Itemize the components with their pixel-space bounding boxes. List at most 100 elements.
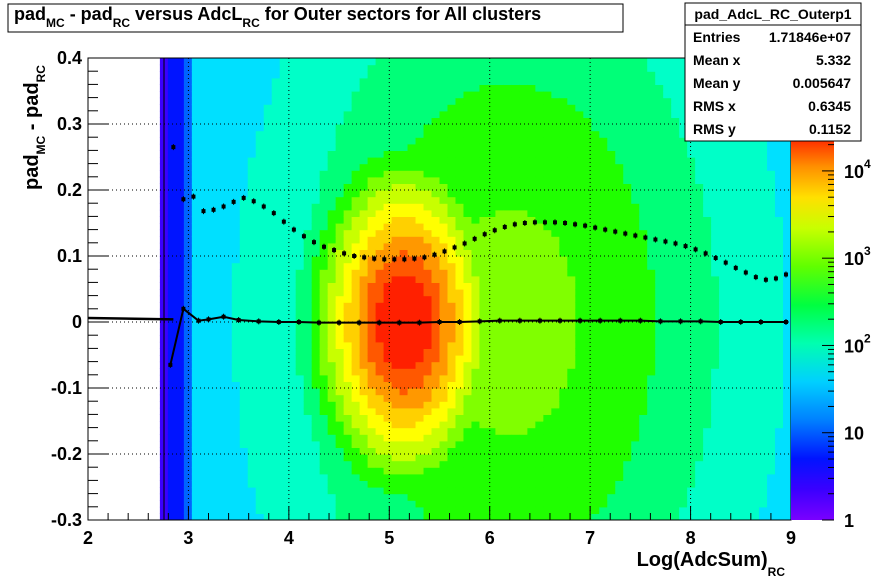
heat-cell (399, 58, 409, 66)
heat-cell (455, 434, 465, 442)
heat-cell (471, 216, 481, 224)
heat-cell (343, 487, 353, 495)
heat-cell (663, 460, 672, 468)
heat-cell (415, 117, 425, 125)
heat-cell (487, 170, 497, 178)
heat-cell (343, 269, 353, 277)
heat-cell (287, 328, 297, 336)
heat-cell (327, 361, 337, 369)
heat-cell (599, 289, 608, 297)
heat-cell (319, 487, 329, 495)
heat-cell (279, 341, 289, 349)
heat-cell (255, 421, 265, 429)
heat-cell (271, 289, 281, 297)
heat-cell (703, 388, 712, 396)
heat-cell (623, 64, 632, 72)
heat-cell (471, 77, 481, 85)
heat-cell (591, 190, 600, 198)
heat-cell (471, 355, 481, 363)
heat-cell (271, 388, 281, 396)
heat-cell (231, 447, 241, 455)
heat-cell (639, 157, 648, 165)
heat-cell (231, 130, 241, 138)
heat-cell (399, 368, 409, 376)
heat-cell (447, 487, 457, 495)
heat-cell (399, 361, 409, 369)
heat-cell (519, 460, 528, 468)
heat-cell (615, 104, 624, 112)
heat-cell (303, 328, 313, 336)
heat-cell (247, 341, 257, 349)
heat-cell (215, 110, 225, 118)
heat-cell (191, 216, 201, 224)
heat-cell (527, 229, 536, 237)
heat-cell (503, 269, 512, 277)
heat-cell (695, 467, 704, 475)
heat-cell (247, 394, 257, 402)
heat-cell (631, 124, 640, 132)
heat-cell (439, 401, 449, 409)
heat-cell (479, 130, 489, 138)
heat-cell (663, 506, 672, 514)
heat-cell (671, 269, 680, 277)
heat-cell (551, 315, 560, 323)
heat-cell (311, 64, 321, 72)
heat-cell (503, 110, 512, 118)
heat-cell (695, 361, 704, 369)
heat-cell (191, 242, 201, 250)
heat-cell (511, 506, 520, 514)
heat-cell (727, 388, 736, 396)
heat-cell (359, 500, 369, 508)
heat-cell (295, 157, 305, 165)
heat-cell (655, 256, 664, 264)
heat-cell (487, 355, 497, 363)
heat-cell (447, 256, 457, 264)
heat-cell (247, 335, 257, 343)
heat-cell (447, 176, 457, 184)
heat-cell (519, 335, 528, 343)
heat-cell (711, 242, 720, 250)
heat-cell (263, 467, 273, 475)
heat-cell (551, 374, 560, 382)
heat-cell (391, 84, 401, 92)
heat-cell (207, 275, 217, 283)
heat-cell (583, 282, 592, 290)
heat-cell (199, 447, 209, 455)
heat-cell (367, 124, 377, 132)
heat-cell (447, 513, 457, 520)
heat-cell (359, 117, 369, 125)
heat-cell (439, 170, 449, 178)
heat-cell (631, 315, 640, 323)
heat-cell (223, 71, 233, 79)
heat-cell (423, 381, 433, 389)
heat-cell (711, 302, 720, 310)
heat-cell (615, 91, 624, 99)
heat-cell (503, 401, 512, 409)
heat-cell (447, 315, 457, 323)
heat-cell (583, 242, 592, 250)
heat-cell (607, 71, 616, 79)
heat-cell (487, 434, 497, 442)
heat-cell (271, 163, 281, 171)
heat-cell (207, 229, 217, 237)
heat-cell (463, 295, 473, 303)
heat-cell (495, 341, 505, 349)
heat-cell (327, 315, 337, 323)
heat-cell (471, 447, 481, 455)
heat-cell (471, 124, 481, 132)
heat-cell (183, 440, 193, 448)
heat-cell (727, 440, 736, 448)
heat-cell (263, 137, 273, 145)
heat-cell (447, 394, 457, 402)
heat-cell (695, 440, 704, 448)
heat-cell (471, 229, 481, 237)
heat-cell (399, 348, 409, 356)
heat-cell (263, 91, 273, 99)
heat-cell (343, 71, 353, 79)
heat-cell (623, 460, 632, 468)
heat-cell (255, 381, 265, 389)
heat-cell (415, 176, 425, 184)
heat-cell (671, 143, 680, 151)
heat-cell (567, 407, 576, 415)
heat-cell (503, 183, 512, 191)
